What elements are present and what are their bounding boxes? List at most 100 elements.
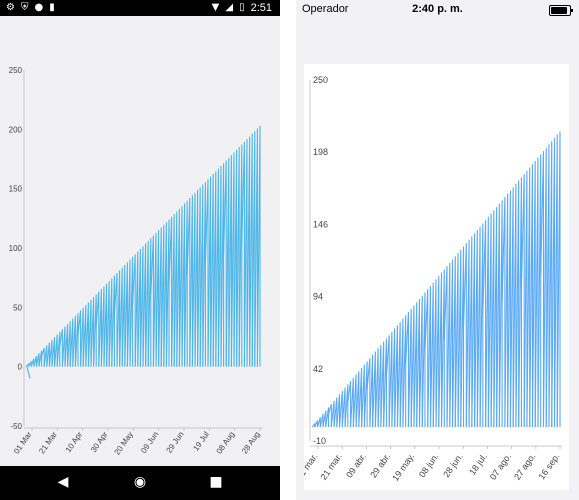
series-segment <box>468 236 473 428</box>
series-segment <box>171 214 175 367</box>
series-segment <box>220 163 225 367</box>
series-segment <box>526 167 531 428</box>
series-segment <box>147 238 152 367</box>
home-icon[interactable]: ◉ <box>133 474 147 490</box>
series-segment <box>507 190 511 428</box>
series-segment <box>333 397 338 428</box>
series-segment <box>537 154 542 428</box>
series-segment <box>405 312 409 428</box>
series-segment <box>145 240 149 367</box>
series-segment <box>126 259 131 367</box>
series-segment <box>551 137 556 428</box>
series-segment <box>344 384 349 428</box>
x-tick-label: 07 ago. <box>488 451 513 481</box>
series-segment <box>249 133 253 367</box>
gear-icon: ⚙ <box>6 2 15 13</box>
series-segment <box>202 181 206 367</box>
series-segment <box>471 233 476 428</box>
series-segment <box>77 310 82 367</box>
series-segment <box>440 269 445 428</box>
chart-card: 250 198 146 94 42 -10 01 mar. 21 mar. 09 abr. 29 … <box>304 64 569 490</box>
series-segment <box>85 302 89 367</box>
series-segment <box>446 262 451 428</box>
series-segment <box>124 262 128 367</box>
series-segment <box>225 157 230 367</box>
circle-icon: ● <box>34 2 44 13</box>
series-segment <box>98 289 102 367</box>
series-segment <box>352 374 357 428</box>
series-segment <box>199 184 204 367</box>
back-icon[interactable]: ◀ <box>57 474 69 490</box>
battery-icon <box>549 5 573 16</box>
series-segment <box>531 160 536 428</box>
series-segment <box>132 254 136 367</box>
series-segment <box>61 326 66 367</box>
series-segment <box>30 358 35 367</box>
series-segment <box>465 239 470 428</box>
series-segment <box>26 366 31 379</box>
series-segment <box>476 226 481 428</box>
y-tick-label: 150 <box>9 185 23 194</box>
series-segment <box>336 394 341 428</box>
status-time: 2:40 p. m. <box>412 3 463 15</box>
series-segment <box>241 141 245 367</box>
series-segment <box>374 348 379 428</box>
series-segment <box>443 266 448 428</box>
series-segment <box>366 358 371 428</box>
x-tick-label: 29 abr. <box>368 451 392 479</box>
series-segment <box>529 164 533 428</box>
series-segment <box>394 325 398 428</box>
series-segment <box>548 141 553 428</box>
series-segment <box>372 351 376 428</box>
series-segment <box>479 223 484 428</box>
series-segment <box>358 367 363 428</box>
series-segment <box>487 213 492 428</box>
series-segment <box>137 248 141 367</box>
android-nav-bar: ◀ ◉ ■ <box>0 466 280 500</box>
series-segment <box>155 230 160 367</box>
series-group <box>25 125 261 379</box>
battery-icon: ▯ <box>239 2 245 13</box>
series-segment <box>504 193 509 428</box>
series-segment <box>330 400 335 428</box>
y-tick-label: 0 <box>18 363 23 372</box>
series-segment <box>427 285 432 428</box>
series-segment <box>165 219 170 367</box>
series-segment <box>72 315 76 367</box>
series-segment <box>111 275 115 367</box>
series-segment <box>191 192 196 367</box>
x-tick-label: 01 mar. <box>304 451 320 481</box>
series-segment <box>212 171 217 367</box>
series-segment <box>518 177 522 428</box>
series-segment <box>64 323 69 367</box>
series-segment <box>328 403 332 428</box>
series-segment <box>181 203 186 367</box>
series-segment <box>363 361 368 428</box>
y-tick-label: 100 <box>9 244 23 253</box>
series-segment <box>74 313 79 367</box>
series-segment <box>460 246 465 428</box>
series-segment <box>380 341 385 428</box>
series-segment <box>139 246 144 367</box>
series-segment <box>493 206 498 428</box>
x-tick-label: 09 abr. <box>344 451 368 479</box>
ios-screen: Operador 2:40 p. m. 250 198 146 94 42 -10 01 m… <box>296 0 579 500</box>
series-segment <box>95 291 100 367</box>
recent-apps-icon[interactable]: ■ <box>209 474 223 490</box>
x-tick-label: 30 Apr <box>89 430 110 454</box>
series-segment <box>217 165 222 367</box>
series-segment <box>485 216 489 428</box>
series-segment <box>474 229 478 428</box>
x-tick-label: 27 ago. <box>512 451 537 481</box>
series-segment <box>399 318 404 428</box>
series-segment <box>451 256 456 428</box>
series-segment <box>93 294 97 367</box>
series-segment <box>520 174 525 428</box>
series-segment <box>457 249 462 428</box>
series-segment <box>311 422 316 428</box>
series-segment <box>501 197 506 428</box>
series-segment <box>150 235 154 367</box>
series-segment <box>413 302 418 428</box>
series-segment <box>243 139 248 367</box>
series-segment <box>435 275 440 428</box>
